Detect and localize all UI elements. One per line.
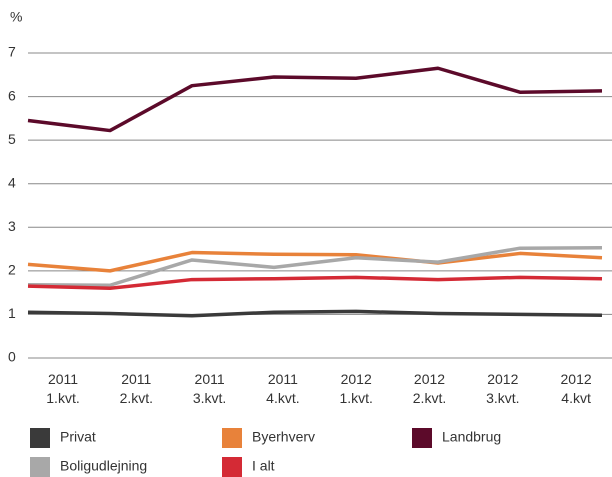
- legend-swatch: [412, 428, 432, 448]
- x-tick-label: 2011 3.kvt.: [193, 371, 226, 406]
- y-tick-label: 7: [8, 44, 16, 60]
- x-tick-label: 2011 1.kvt.: [46, 371, 79, 406]
- legend-label: Privat: [60, 429, 96, 445]
- x-tick-label: 2011 2.kvt.: [120, 371, 153, 406]
- x-tick-label: 2012 4.kvt: [561, 371, 592, 406]
- series-line: [27, 275, 603, 291]
- series-line: [27, 250, 603, 273]
- y-axis-label: %: [10, 9, 22, 25]
- series-line: [27, 246, 603, 287]
- series-line: [27, 66, 603, 133]
- y-tick-label: 0: [8, 349, 16, 365]
- y-tick-label: 2: [8, 262, 16, 278]
- legend-label: I alt: [252, 458, 275, 474]
- x-tick-label: 2011 4.kvt.: [266, 371, 299, 406]
- x-tick-label: 2012 2.kvt.: [413, 371, 446, 406]
- legend-swatch: [30, 457, 50, 477]
- x-tick-label: 2012 1.kvt.: [339, 371, 372, 406]
- y-tick-label: 5: [8, 131, 16, 147]
- y-tick-label: 6: [8, 87, 16, 103]
- legend-label: Byerhverv: [252, 429, 315, 445]
- legend-label: Landbrug: [442, 429, 501, 445]
- y-tick-label: 3: [8, 218, 16, 234]
- legend-swatch: [222, 428, 242, 448]
- legend-label: Boligudlejning: [60, 458, 147, 474]
- x-tick-label: 2012 3.kvt.: [486, 371, 519, 406]
- series-line: [27, 309, 603, 318]
- y-tick-label: 4: [8, 174, 16, 190]
- legend-swatch: [30, 428, 50, 448]
- legend-swatch: [222, 457, 242, 477]
- y-tick-label: 1: [8, 305, 16, 321]
